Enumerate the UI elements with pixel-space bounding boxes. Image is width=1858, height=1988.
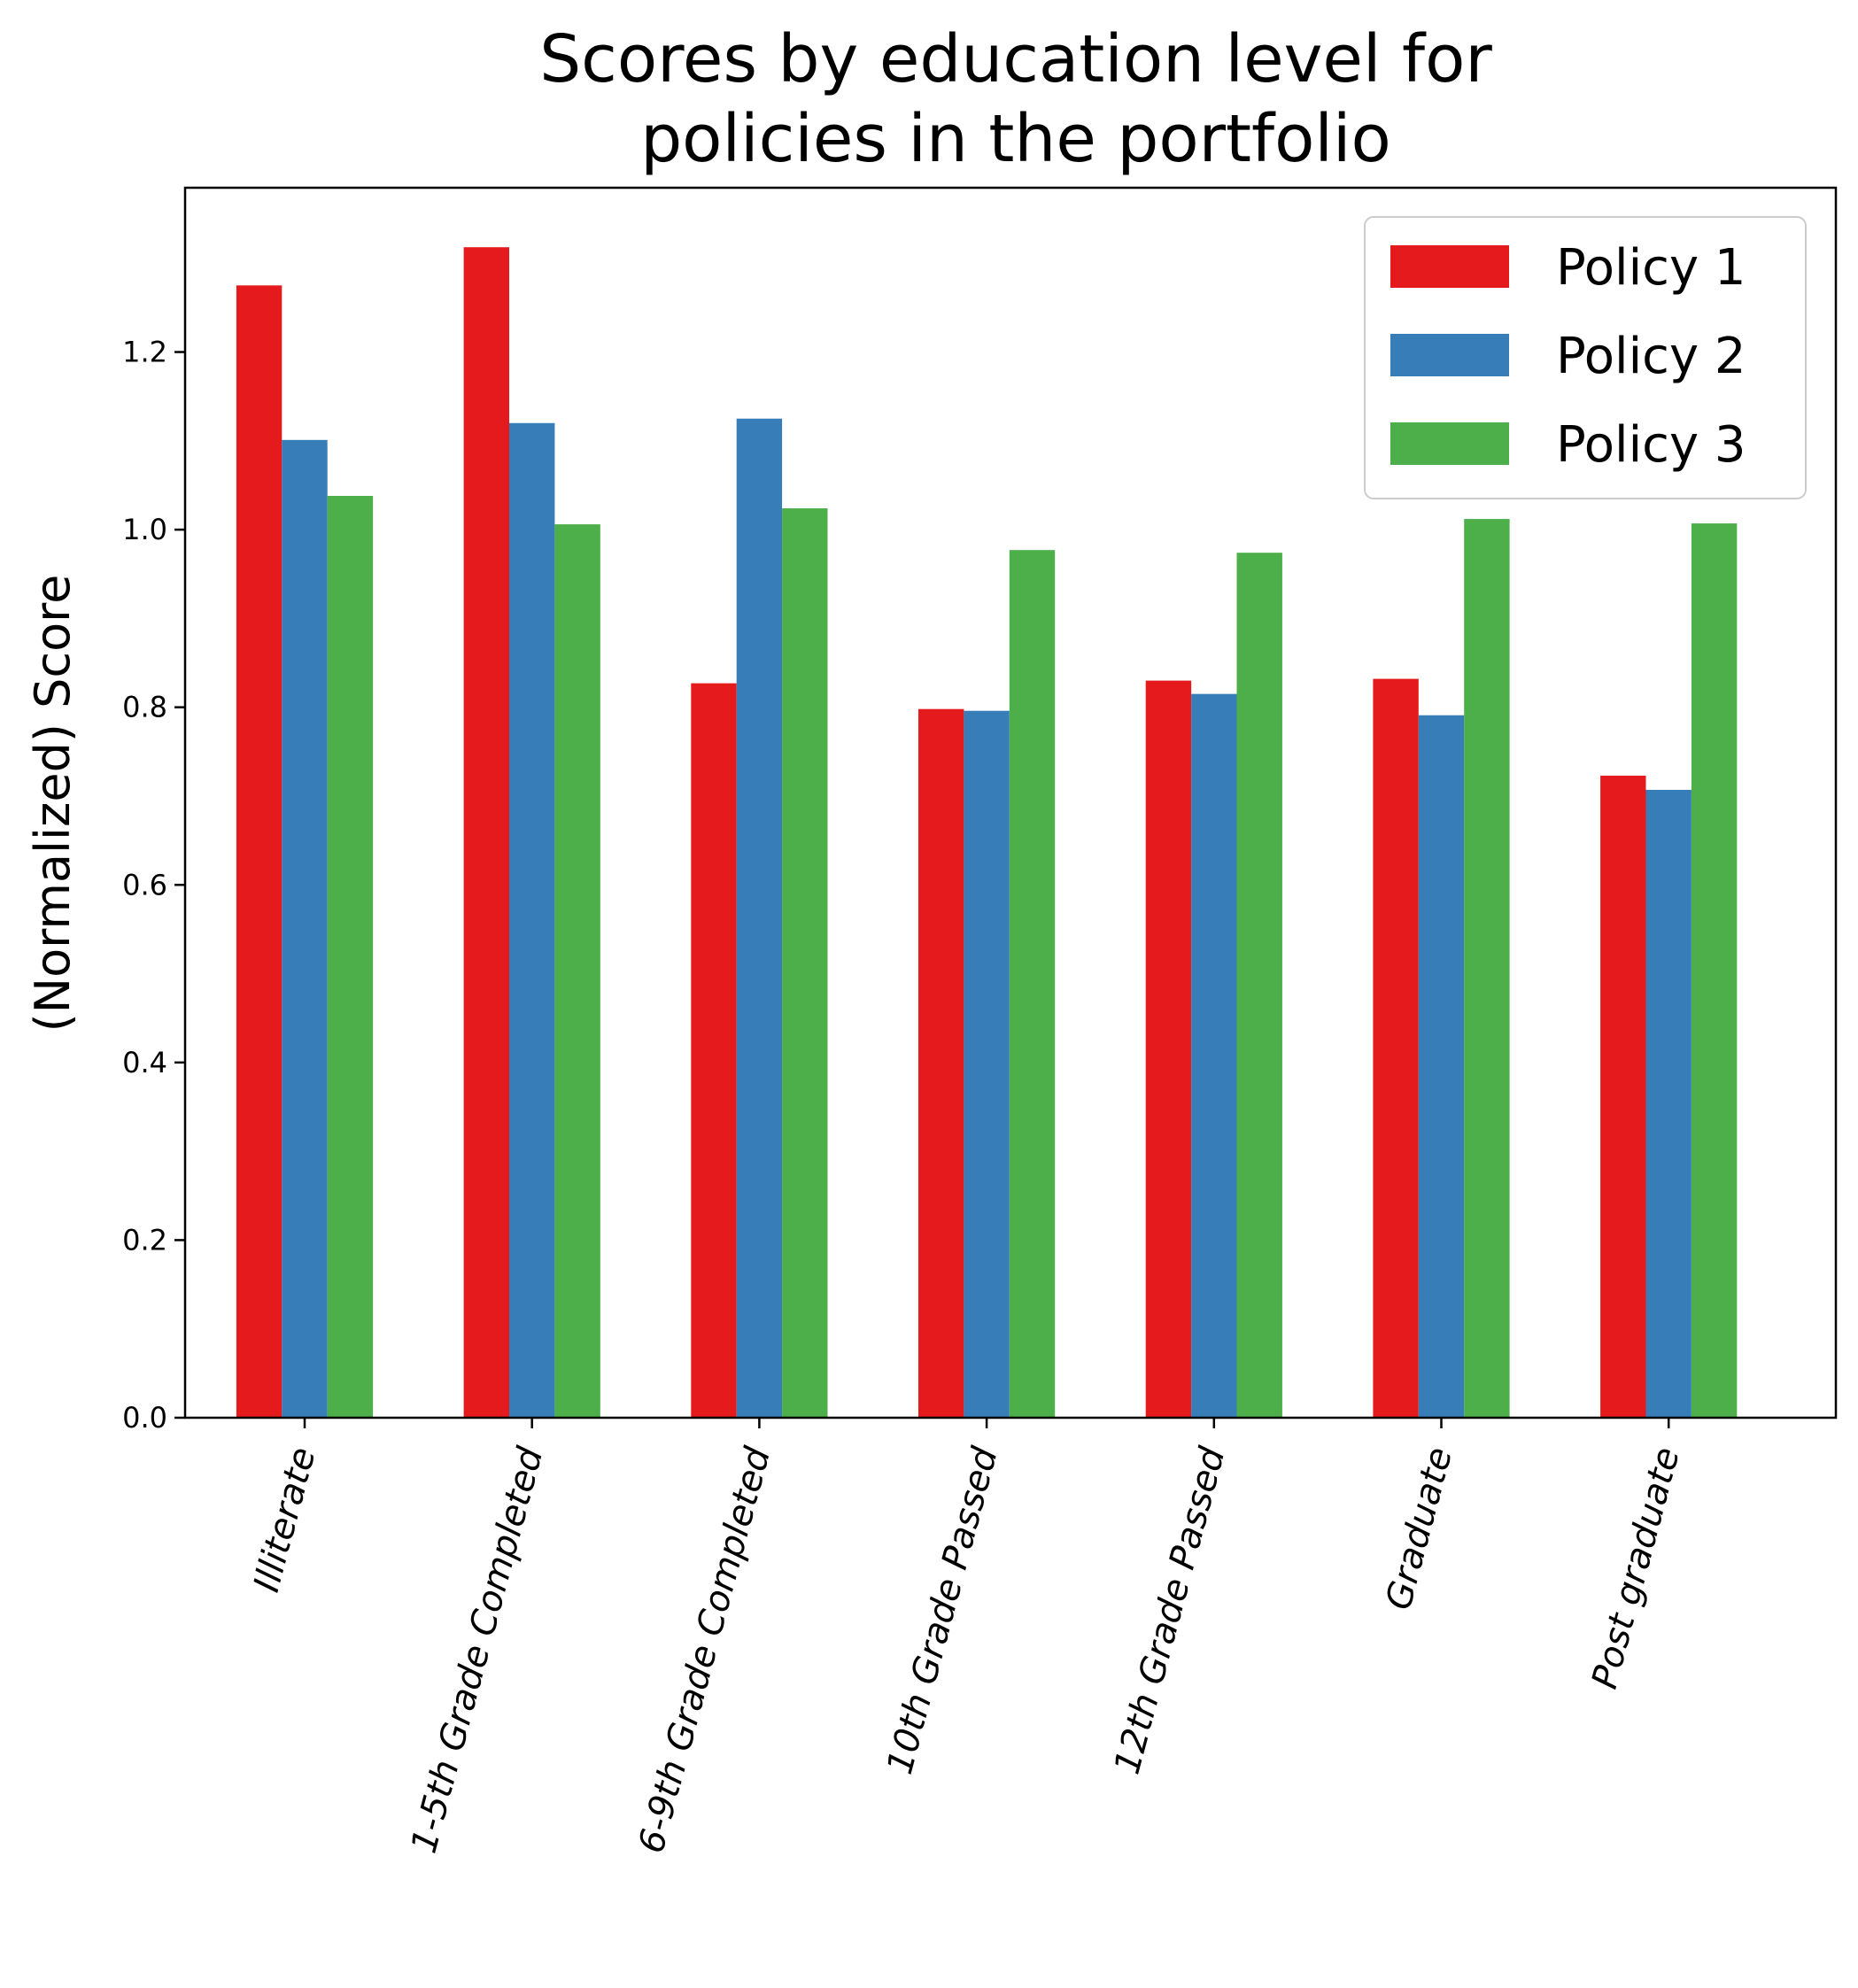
x-axis: Illiterate 1-5th Grade Completed 6-9th Gra… [246,1418,1688,1857]
x-tick-label: Graduate [1378,1443,1460,1614]
legend-swatch-2 [1390,334,1509,376]
bar-series-1-cat-2 [463,247,509,1419]
bar-series-3-cat-2 [554,524,600,1418]
bar-series-1-cat-3 [691,683,737,1418]
bar-series-3-cat-6 [1464,519,1510,1418]
bar-series-3-cat-3 [782,508,828,1418]
legend: Policy 1 Policy 2 Policy 3 [1364,216,1807,499]
y-tick-label: 1.0 [122,513,167,546]
legend-swatch-1 [1390,245,1509,288]
y-tick-label: 0.8 [122,691,167,724]
legend-label-1: Policy 1 [1556,239,1746,297]
chart-title-line-2: policies in the portfolio [640,101,1391,177]
legend-swatch-3 [1390,422,1509,465]
x-tick-label: 12th Grade Passed [1107,1443,1234,1778]
y-tick-label: 0.4 [122,1046,167,1079]
x-tick-label: Illiterate [246,1443,324,1597]
bar-series-2-cat-2 [509,422,555,1418]
bar-series-1-cat-4 [918,708,964,1418]
bar-series-1-cat-7 [1600,775,1646,1418]
bar-series-3-cat-7 [1691,523,1738,1418]
y-tick-label: 0.6 [122,868,167,901]
x-tick-label: 1-5th Grade Completed [404,1443,552,1857]
y-tick-label: 0.0 [122,1401,167,1435]
y-tick-label: 0.2 [122,1223,167,1257]
bar-series-3-cat-5 [1236,553,1282,1418]
y-axis-label: (Normalized) Score [25,575,81,1033]
bar-series-2-cat-4 [964,710,1010,1418]
bar-series-2-cat-1 [282,439,328,1419]
bar-series-3-cat-4 [1009,550,1056,1418]
bar-series-1-cat-5 [1145,680,1192,1418]
y-axis: 0.0 0.2 0.4 0.6 0.8 1.0 1.2 [122,336,185,1435]
y-tick-label: 1.2 [122,336,167,369]
bar-series-1-cat-6 [1373,678,1419,1418]
bar-series-2-cat-3 [736,418,783,1418]
bar-series-2-cat-6 [1418,715,1465,1418]
bars-group [236,247,1738,1419]
plot-frame [183,186,1838,1419]
legend-label-3: Policy 3 [1556,416,1746,474]
legend-label-2: Policy 2 [1556,328,1746,385]
bar-series-2-cat-7 [1645,789,1692,1418]
x-tick-label: 10th Grade Passed [879,1443,1006,1778]
bar-series-2-cat-5 [1191,693,1237,1418]
chart-title-line-1: Scores by education level for [539,21,1492,97]
x-tick-label: Post graduate [1584,1443,1688,1693]
bar-series-3-cat-1 [327,496,374,1418]
x-tick-label: 6-9th Grade Completed [631,1443,778,1857]
bar-series-1-cat-1 [236,285,283,1419]
